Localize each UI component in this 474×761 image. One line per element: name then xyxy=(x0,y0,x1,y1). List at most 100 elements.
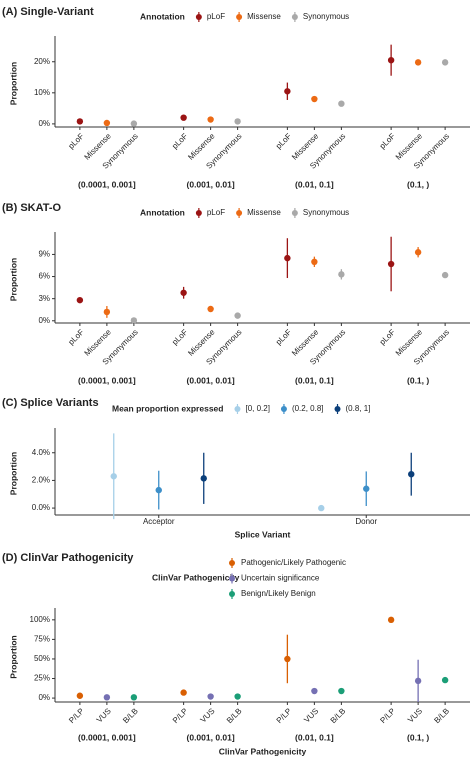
point xyxy=(414,249,422,256)
point xyxy=(76,692,84,699)
x-tick-label: B/LB xyxy=(329,707,348,726)
point xyxy=(180,289,187,296)
legend-label: pLoF xyxy=(207,208,225,217)
group-label: (0.0001, 0.001] xyxy=(78,732,136,742)
legend-title: Mean proportion expressed xyxy=(112,403,223,413)
group-label: (0.0001, 0.001] xyxy=(78,375,136,385)
point xyxy=(408,470,415,478)
legend-label: Missense xyxy=(247,12,281,21)
legend-label: Missense xyxy=(247,208,281,217)
legend-glyph xyxy=(236,14,243,20)
legend-label: Benign/Likely Benign xyxy=(241,589,316,598)
x-tick-label: pLoF xyxy=(170,131,189,150)
group-label: (0.001, 0.01] xyxy=(187,375,235,385)
x-tick-label: P/LP xyxy=(67,707,86,726)
legend-glyph xyxy=(236,210,243,216)
y-tick-label: 6% xyxy=(38,272,50,281)
x-tick-label: pLoF xyxy=(274,131,293,150)
group-label: (0.01, 0.1] xyxy=(295,732,334,742)
point xyxy=(338,100,345,107)
point xyxy=(387,260,395,268)
x-tick-label: P/LP xyxy=(171,707,190,726)
point xyxy=(130,317,138,324)
point xyxy=(130,694,138,701)
x-tick-label: VUS xyxy=(95,707,113,725)
point xyxy=(234,312,241,319)
x-axis-title: ClinVar Pathogenicity xyxy=(219,746,307,756)
group-label: (0.1, ) xyxy=(407,179,429,189)
y-tick-label: 25% xyxy=(34,674,50,683)
x-tick-label: Donor xyxy=(355,517,377,526)
x-tick-label: B/LB xyxy=(432,707,451,726)
point xyxy=(76,118,84,125)
legend-glyph xyxy=(195,210,202,216)
x-tick-label: B/LB xyxy=(225,707,244,726)
x-tick-label: pLoF xyxy=(67,327,86,346)
x-tick-label: pLoF xyxy=(170,327,189,346)
group-label: (0.001, 0.01] xyxy=(187,732,235,742)
point xyxy=(180,114,187,121)
group-label: (0.01, 0.1] xyxy=(295,179,334,189)
y-axis-title: Proportion xyxy=(8,452,18,495)
x-tick-label: pLoF xyxy=(67,131,86,150)
y-tick-label: 0% xyxy=(38,693,50,702)
point xyxy=(311,95,318,103)
point xyxy=(318,504,325,512)
group-label: (0.01, 0.1] xyxy=(295,375,334,385)
point xyxy=(284,254,291,262)
point xyxy=(103,694,111,701)
point xyxy=(414,59,422,66)
legend-label: (0.8, 1] xyxy=(346,404,371,413)
y-tick-label: 100% xyxy=(30,615,50,624)
x-tick-label: pLoF xyxy=(378,327,397,346)
legend-title: Annotation xyxy=(140,11,185,21)
point xyxy=(363,485,370,492)
legend-glyph xyxy=(195,14,202,20)
point xyxy=(234,693,241,700)
point xyxy=(234,118,241,125)
point xyxy=(110,473,117,480)
point xyxy=(284,88,291,95)
x-axis-title: Splice Variant xyxy=(235,529,291,539)
point xyxy=(387,56,395,64)
legend-label: (0.2, 0.8] xyxy=(292,404,324,413)
group-label: (0.001, 0.01] xyxy=(187,179,235,189)
legend-label: Synonymous xyxy=(303,208,349,217)
point xyxy=(414,677,422,685)
point xyxy=(311,258,318,266)
group-label: (0.0001, 0.001] xyxy=(78,179,136,189)
y-tick-label: 3% xyxy=(38,294,50,303)
legend-glyph xyxy=(334,406,341,412)
y-tick-label: 50% xyxy=(34,654,50,663)
x-tick-label: VUS xyxy=(199,707,217,725)
legend-glyph xyxy=(291,210,298,216)
y-axis-title: Proportion xyxy=(8,258,18,301)
y-tick-label: 10% xyxy=(34,88,50,97)
y-tick-label: 20% xyxy=(34,57,50,66)
x-tick-label: P/LP xyxy=(275,707,294,726)
x-tick-label: VUS xyxy=(406,707,424,725)
x-tick-label: VUS xyxy=(302,707,320,725)
panel-title: (A) Single-Variant xyxy=(2,6,94,18)
legend-label: pLoF xyxy=(207,12,225,21)
legend-label: [0, 0.2] xyxy=(245,404,269,413)
point xyxy=(130,120,138,127)
point xyxy=(200,475,207,482)
panel-title: (D) ClinVar Pathogenicity xyxy=(2,552,134,564)
point xyxy=(180,689,187,696)
point xyxy=(76,296,84,304)
legend-glyph xyxy=(280,406,287,412)
y-tick-label: 75% xyxy=(34,635,50,644)
legend-label: Pathogenic/Likely Pathogenic xyxy=(241,558,346,567)
y-tick-label: 9% xyxy=(38,250,50,259)
point xyxy=(387,616,395,624)
y-tick-label: 2.0% xyxy=(32,476,50,485)
point xyxy=(441,59,449,66)
x-tick-label: pLoF xyxy=(274,327,293,346)
y-axis-title: Proportion xyxy=(8,62,18,105)
point xyxy=(441,676,449,684)
y-tick-label: 0% xyxy=(38,119,50,128)
y-tick-label: 0% xyxy=(38,316,50,325)
legend-label: Synonymous xyxy=(303,12,349,21)
